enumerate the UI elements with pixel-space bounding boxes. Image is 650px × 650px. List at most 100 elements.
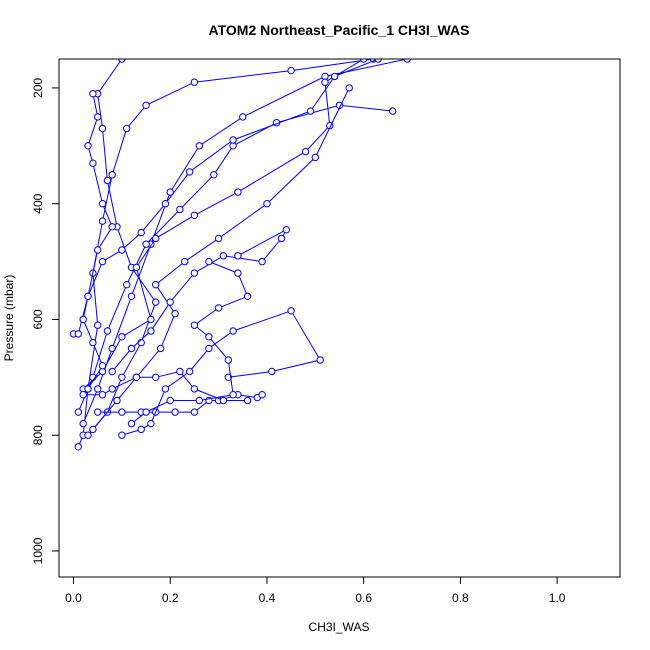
series-13 — [127, 257, 252, 428]
data-point — [108, 367, 116, 376]
data-point — [287, 307, 295, 315]
series-line — [82, 59, 364, 390]
data-point — [205, 344, 213, 353]
data-point — [79, 419, 87, 428]
data-point — [306, 107, 315, 115]
data-point — [161, 385, 170, 393]
data-point — [142, 408, 150, 416]
data-point — [190, 321, 199, 329]
data-point — [190, 78, 199, 86]
data-point — [94, 408, 102, 416]
data-point — [98, 391, 107, 399]
y-tick-label: 800 — [31, 425, 45, 445]
data-point — [181, 257, 189, 266]
y-tick-label: 200 — [31, 78, 45, 98]
data-point — [190, 408, 199, 416]
data-point — [94, 246, 102, 254]
data-point — [118, 333, 126, 341]
data-point — [94, 385, 102, 393]
data-point — [123, 124, 131, 133]
data-point — [98, 200, 107, 208]
data-point — [195, 396, 204, 405]
data-point — [84, 292, 92, 300]
data-point — [263, 200, 271, 208]
data-point — [214, 234, 223, 243]
data-point — [132, 373, 141, 381]
data-point — [277, 234, 286, 243]
data-point — [127, 419, 136, 428]
data-point — [108, 223, 116, 231]
x-axis: 0.0 0.2 0.4 0.6 0.8 1.0 — [65, 576, 566, 605]
series-2 — [79, 59, 411, 428]
data-point — [79, 315, 87, 324]
data-point — [137, 228, 145, 237]
data-point — [89, 159, 97, 167]
data-point — [190, 385, 199, 393]
series-6 — [89, 84, 353, 434]
x-axis-label: CH3I_WAS — [309, 620, 370, 634]
y-tick-label: 1000 — [31, 537, 45, 564]
data-point — [152, 298, 160, 306]
data-point — [147, 419, 155, 428]
x-tick-label: 0.2 — [162, 591, 179, 605]
data-point — [166, 396, 174, 405]
data-point — [268, 367, 276, 376]
data-point — [84, 431, 92, 439]
data-point — [94, 113, 102, 121]
data-point — [224, 373, 233, 381]
data-point — [243, 396, 252, 405]
data-point — [239, 113, 247, 121]
data-point — [74, 408, 83, 416]
data-point — [234, 252, 242, 260]
data-point — [113, 396, 121, 405]
x-tick-label: 0.0 — [65, 591, 82, 605]
data-point — [258, 391, 266, 399]
data-point — [137, 425, 145, 434]
data-point — [316, 356, 324, 364]
y-axis: 200 400 600 800 1000 — [31, 78, 60, 564]
data-point — [205, 333, 213, 341]
data-point — [205, 257, 213, 266]
data-point — [171, 310, 179, 318]
data-point — [132, 263, 141, 272]
data-point — [94, 321, 102, 329]
data-point — [229, 391, 237, 399]
data-point — [321, 78, 329, 86]
series-4 — [74, 101, 397, 416]
series-line — [131, 261, 249, 424]
data-point — [152, 373, 160, 381]
data-point — [118, 246, 126, 254]
series-12 — [79, 90, 116, 393]
data-point — [258, 257, 266, 266]
chart-title: ATOM2 Northeast_Pacific_1 CH3I_WAS — [209, 22, 470, 38]
x-tick-label: 0.6 — [355, 591, 372, 605]
data-point — [224, 356, 233, 364]
data-point — [118, 431, 126, 439]
data-point — [331, 72, 339, 81]
data-point — [118, 59, 126, 63]
data-point — [195, 142, 204, 150]
data-point — [185, 367, 194, 376]
data-point — [118, 373, 126, 381]
data-point — [190, 211, 199, 220]
x-tick-label: 0.8 — [452, 591, 469, 605]
series-layer — [69, 59, 411, 451]
data-point — [98, 124, 107, 133]
data-point — [166, 188, 174, 196]
data-point — [152, 281, 160, 289]
x-tick-label: 1.0 — [549, 591, 566, 605]
data-point — [219, 396, 228, 405]
data-point — [161, 200, 170, 208]
data-point — [287, 66, 295, 75]
data-point — [98, 217, 107, 225]
y-axis-label: Pressure (mbar) — [2, 275, 16, 362]
data-point — [219, 252, 228, 260]
series-line — [82, 93, 113, 390]
data-point — [74, 330, 83, 338]
data-point — [176, 367, 184, 376]
data-point — [108, 171, 116, 179]
data-point — [389, 107, 397, 115]
data-point — [345, 84, 353, 92]
